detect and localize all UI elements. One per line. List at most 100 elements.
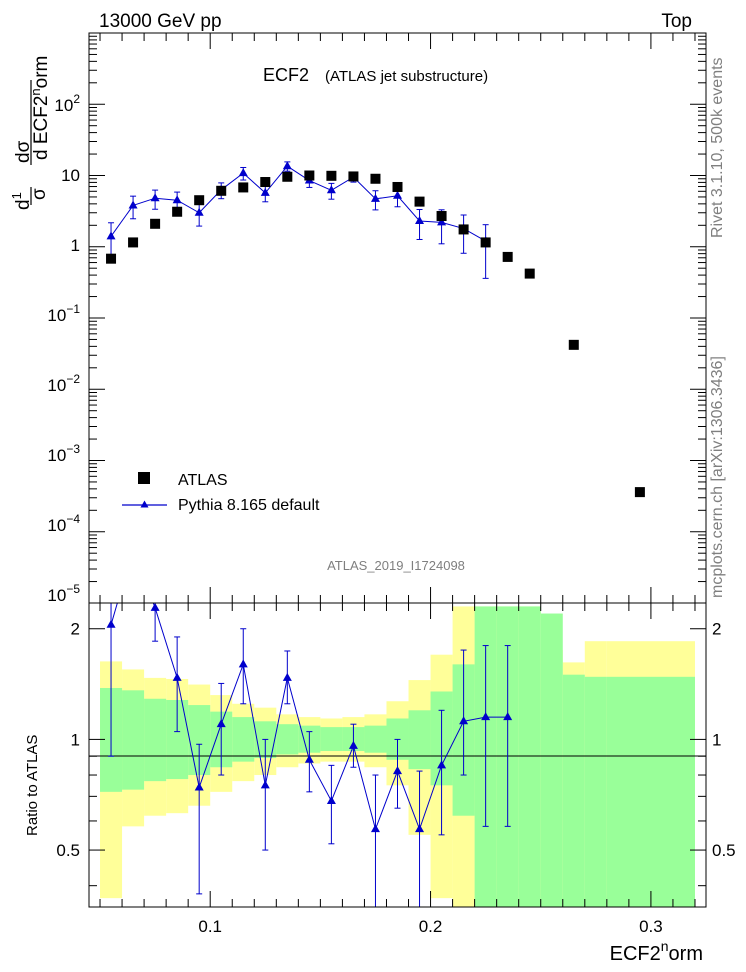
svg-text:σ: σ (29, 188, 50, 200)
svg-text:d ECF2norm: d ECF2norm (28, 56, 52, 160)
legend-pythia: Pythia 8.165 default (178, 497, 320, 514)
ratio-ytick-label-right: 1 (712, 730, 721, 749)
ytick-label-1e-1: 10−1 (47, 302, 80, 325)
mc-point (128, 200, 138, 209)
mc-line (110, 165, 486, 242)
ratio-point (304, 754, 314, 763)
svg-text:dσ: dσ (13, 140, 34, 163)
main-ticks (89, 33, 706, 604)
mc-point (370, 193, 380, 202)
atlas-point (502, 251, 513, 262)
ratio-xtick-label: 0.2 (419, 917, 443, 936)
inner-band-bin (232, 717, 255, 762)
chart-subtitle: (ATLAS jet substructure) (325, 68, 488, 85)
ratio-point (481, 712, 491, 721)
atlas-point (260, 177, 271, 188)
mc-point (282, 161, 292, 170)
inner-band-bin (364, 725, 387, 753)
atlas-point (106, 253, 117, 264)
atlas-point (524, 268, 535, 279)
mc-point (326, 185, 336, 194)
inner-band-bin (408, 710, 431, 770)
ratio-point (129, 544, 138, 552)
atlas-point (348, 171, 359, 182)
ratio-point (194, 782, 204, 791)
mc-point (194, 207, 204, 216)
atlas-point (128, 237, 139, 248)
ratio-xtick-label: 0.3 (639, 917, 663, 936)
ratio-point (437, 760, 447, 769)
atlas-point (568, 339, 579, 350)
ratio-ytick-label: 2 (71, 620, 80, 639)
mc-series (106, 161, 491, 279)
mc-point (150, 193, 160, 202)
mc-point (172, 195, 182, 204)
atlas-point (458, 224, 469, 235)
ratio-point (216, 719, 226, 728)
inner-band-bin (518, 606, 541, 907)
ratio-point (238, 659, 248, 668)
ytick-label-1e-5: 10−5 (47, 582, 80, 605)
ratio-point (415, 824, 425, 833)
ratio-point (260, 780, 270, 789)
atlas-point (150, 218, 161, 229)
ytick-label-1e-3: 10−3 (47, 442, 80, 465)
legend-marker-atlas (138, 472, 150, 484)
legend-marker-pythia (140, 500, 149, 508)
mc-point (260, 187, 270, 196)
atlas-point (172, 206, 183, 217)
header-right: Top (661, 11, 692, 32)
atlas-point (414, 196, 425, 207)
ytick-label-100: 102 (54, 92, 80, 115)
ytick-label-10: 10 (61, 166, 80, 185)
ratio-point (150, 603, 160, 611)
mc-point (415, 215, 425, 224)
mc-point (437, 217, 447, 226)
inner-band-bin (562, 674, 585, 907)
ratio-point (370, 824, 380, 833)
ratio-point (459, 716, 469, 725)
atlas-point (326, 170, 337, 181)
inner-band-bin (276, 724, 299, 755)
atlas-point (282, 171, 293, 182)
atlas-series (106, 170, 645, 498)
ratio-ticks: 0.5 0.5 1 1 2 2 0.1 0.2 0.3 (56, 603, 736, 936)
ytick-label-1e-4: 10−4 (47, 512, 80, 535)
atlas-point (480, 237, 491, 248)
inner-band-bin (188, 705, 211, 776)
inner-band-bin (584, 676, 607, 907)
atlas-point (216, 185, 227, 196)
ytick-label-1e-2: 10−2 (47, 372, 80, 395)
atlas-point (304, 170, 315, 181)
ratio-point (503, 712, 513, 721)
ratio-ytick-label: 0.5 (56, 841, 80, 860)
inner-band-bin (166, 699, 189, 780)
chart-title: ECF2 (263, 65, 309, 85)
header-left: 13000 GeV pp (99, 11, 222, 32)
atlas-point (634, 487, 645, 498)
atlas-point (194, 195, 205, 206)
ratio-point (106, 619, 116, 628)
ratio-point (326, 795, 336, 804)
atlas-point (370, 173, 381, 184)
inner-band-bin (606, 676, 695, 907)
mcplots-label: mcplots.cern.ch [arXiv:1306.3436] (709, 356, 726, 598)
inner-band-bin (320, 727, 343, 751)
ratio-frame (88, 602, 707, 908)
ratio-xtick-label: 0.1 (198, 917, 222, 936)
ytick-label-1: 1 (71, 236, 80, 255)
ratio-point (282, 672, 292, 681)
inner-band-bin (122, 690, 145, 790)
ratio-series (106, 544, 513, 907)
rivet-label: Rivet 3.1.10, 500k events (709, 57, 726, 238)
ratio-ytick-label: 1 (71, 730, 80, 749)
inner-band-bin (540, 613, 563, 907)
ratio-ytick-label-right: 2 (712, 620, 721, 639)
mc-point (106, 231, 116, 240)
mc-point (238, 168, 248, 177)
ratio-point (348, 740, 358, 749)
main-frame (88, 32, 707, 604)
inner-band-bin (144, 698, 167, 782)
legend-atlas: ATLAS (178, 472, 228, 489)
analysis-label: ATLAS_2019_I1724098 (327, 558, 465, 573)
